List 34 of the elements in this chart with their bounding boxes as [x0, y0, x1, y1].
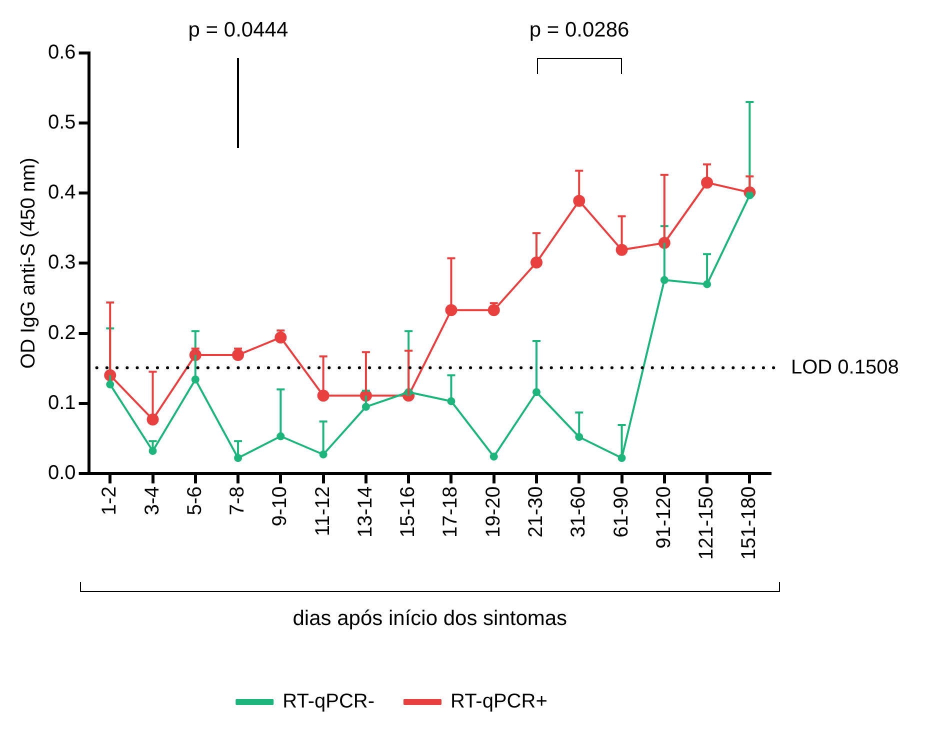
x-tick-label: 13-14 [354, 486, 376, 538]
y-tick-label: 0.5 [48, 112, 76, 134]
text: p = 0.0286 [529, 18, 630, 42]
x-tick-label: 91-120 [652, 486, 675, 549]
x-tick-label: 5-6 [184, 486, 206, 516]
x-tick-label: 9-10 [269, 486, 292, 526]
x-axis-title: dias após início dos sintomas [292, 607, 568, 630]
x-tick-label: 21-30 [525, 486, 548, 538]
legend-label: RT-qPCR+ [450, 690, 548, 713]
x-tick-label: 151-180 [738, 486, 760, 560]
legend-label: RT-qPCR- [282, 690, 374, 713]
ref-line-label: LOD 0.1508 [791, 356, 899, 378]
point [490, 452, 498, 461]
y-tick-label: 0.4 [48, 182, 76, 204]
x-tick-label: 17-18 [440, 486, 462, 538]
y-tick-label: 0.3 [48, 252, 76, 274]
y-axis-title: OD IgG anti-S (450 nm) [18, 158, 40, 369]
point [317, 390, 330, 402]
x-tick-label: 3-4 [141, 486, 164, 516]
x-tick-label: 121-150 [696, 486, 718, 560]
x-tick-label: 61-90 [610, 486, 632, 538]
point [488, 304, 500, 316]
text: p = 0.0444 [188, 18, 288, 42]
y-tick-label: 0.1 [48, 392, 76, 414]
x-tick-label: 19-20 [482, 486, 504, 538]
x-tick-label: 7-8 [226, 486, 249, 516]
x-tick-label: 11-12 [312, 486, 334, 536]
x-tick-label: 31-60 [568, 486, 590, 538]
point [573, 194, 586, 207]
y-tick-label: 0.6 [48, 42, 76, 64]
x-tick-label: 1-2 [98, 486, 121, 516]
x-tick-label: 15-16 [397, 486, 420, 538]
y-tick-label: 0.0 [48, 462, 76, 484]
y-tick-label: 0.2 [48, 322, 76, 344]
